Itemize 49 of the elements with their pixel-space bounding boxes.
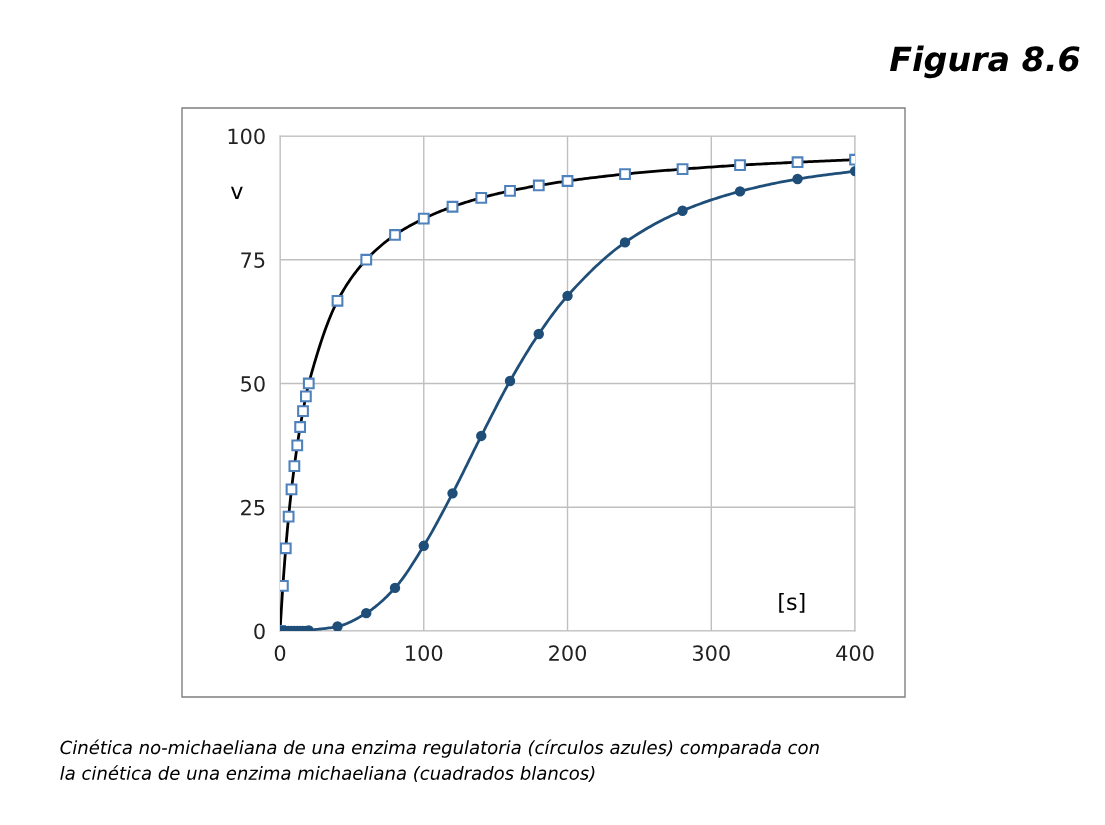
y-tick-label: 75 — [241, 252, 265, 268]
point — [734, 159, 746, 172]
y-tick-label: 50 — [241, 375, 265, 392]
y-tick-label: 25 — [241, 499, 265, 516]
x-axis-title: [s] — [779, 592, 805, 613]
point — [476, 430, 487, 442]
point — [291, 439, 304, 452]
point — [331, 294, 344, 307]
point — [294, 421, 307, 433]
text: Figura 8.6 — [890, 45, 1080, 79]
x-tick-label: 100 — [406, 645, 443, 661]
point — [360, 253, 373, 266]
point — [677, 205, 688, 216]
point — [792, 173, 803, 185]
point — [417, 212, 430, 225]
y-tick-label: 100 — [228, 128, 265, 145]
point — [475, 191, 488, 204]
point — [297, 405, 309, 418]
x-tick-label: 300 — [692, 645, 730, 661]
point — [504, 375, 516, 387]
point — [332, 621, 343, 631]
x-tick-label: 400 — [836, 645, 874, 661]
point — [288, 460, 301, 473]
point — [280, 542, 292, 555]
point — [389, 229, 401, 241]
point — [418, 540, 429, 552]
point — [532, 179, 545, 192]
point — [282, 510, 295, 523]
y-tick-label: 0 — [254, 623, 265, 640]
x-tick-label: 200 — [549, 645, 587, 661]
point — [562, 290, 573, 302]
point — [734, 186, 746, 197]
text: Cinética no-michaeliana de una enzima regulatoria (círculos azules) comparada con la cinética de una enzima michaeliana (cuadrados blancos) — [60, 739, 819, 783]
y-axis-title: v — [230, 186, 243, 200]
point — [389, 582, 401, 594]
point — [447, 488, 458, 499]
point — [302, 377, 315, 390]
point — [676, 163, 689, 176]
point — [285, 483, 298, 496]
point — [361, 607, 372, 619]
point — [619, 237, 631, 248]
point — [446, 200, 459, 213]
point — [791, 156, 804, 169]
point — [504, 185, 516, 197]
point — [533, 328, 544, 340]
point — [619, 168, 631, 180]
point — [299, 390, 312, 403]
point — [561, 175, 574, 187]
x-tick-label: 0 — [274, 645, 286, 661]
